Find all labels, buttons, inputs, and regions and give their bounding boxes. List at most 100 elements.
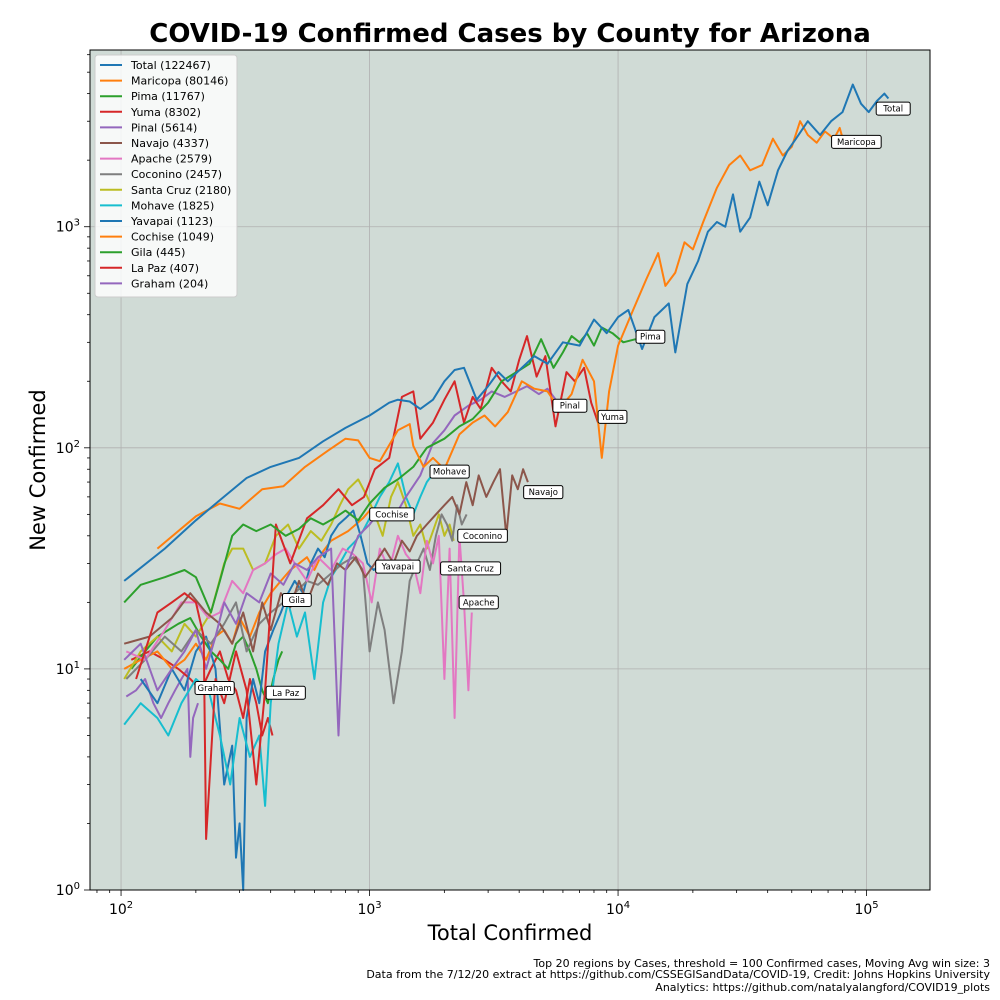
- y-tick-label: 101: [56, 660, 80, 678]
- series-line-graham: [125, 667, 199, 758]
- annotation-box: [552, 398, 588, 413]
- annotation-label: Cochise: [375, 510, 408, 520]
- legend-label: Apache (2579): [131, 153, 212, 166]
- series-line-coconino: [125, 504, 468, 705]
- x-tick-label: 102: [109, 900, 133, 918]
- annotation-label: Apache: [463, 598, 495, 608]
- series-line-apache: [125, 534, 473, 719]
- legend-label: Yuma (8302): [130, 106, 201, 119]
- annotation-la-paz: La Paz: [265, 685, 306, 700]
- legend-entry: Graham (204): [100, 277, 208, 290]
- legend-entry: Cochise (1049): [100, 231, 214, 244]
- annotation-navajo: Navajo: [523, 485, 564, 500]
- chart-title: COVID-19 Confirmed Cases by County for A…: [149, 19, 871, 49]
- annotation-maricopa: Maricopa: [831, 134, 882, 149]
- y-tick-label: 102: [56, 439, 80, 457]
- x-tick-label: 103: [357, 900, 381, 918]
- annotation-label: Yavapai: [381, 563, 414, 573]
- x-tick-label: 104: [606, 900, 630, 918]
- annotation-label: Mohave: [433, 468, 466, 478]
- x-tick-label: 105: [854, 900, 878, 918]
- y-axis-label: New Confirmed: [26, 389, 50, 551]
- legend-label: Gila (445): [131, 246, 185, 259]
- legend-entry: Yavapai (1123): [100, 215, 213, 228]
- annotation-label: Santa Cruz: [447, 564, 494, 574]
- legend-box: [94, 54, 238, 298]
- annotation-box: [369, 507, 415, 522]
- legend-entry: Coconino (2457): [100, 168, 222, 181]
- annotation-graham: Graham: [194, 680, 235, 695]
- legend-label: Pima (11767): [131, 90, 205, 103]
- legend-label: La Paz (407): [131, 262, 199, 275]
- legend-label: Graham (204): [131, 277, 208, 290]
- annotation-coconino: Coconino: [457, 528, 508, 543]
- annotation-box: [523, 485, 564, 500]
- annotation-yuma: Yuma: [597, 409, 628, 424]
- series-line-gila: [130, 617, 284, 705]
- annotation-label: Gila: [289, 596, 306, 606]
- annotation-pinal: Pinal: [552, 398, 588, 413]
- legend-entry: Pima (11767): [100, 90, 205, 103]
- annotation-box: [375, 559, 421, 574]
- legend-label: Yavapai (1123): [130, 215, 213, 228]
- legend-entry: Maricopa (80146): [100, 75, 228, 88]
- annotation-total: Total: [875, 101, 911, 116]
- series-lines: [123, 83, 890, 891]
- annotation-box: [457, 528, 508, 543]
- legend-entry: Santa Cruz (2180): [100, 184, 231, 197]
- legend-label: Pinal (5614): [131, 121, 197, 134]
- annotation-apache: Apache: [458, 595, 499, 610]
- legend-entry: Apache (2579): [100, 153, 212, 166]
- series-annotations: Total Maricopa Pima Yuma Pinal Navajo Apache Co…: [194, 101, 911, 700]
- x-axis-label: Total Confirmed: [427, 921, 593, 945]
- legend-entry: Pinal (5614): [100, 121, 197, 134]
- series-line-pinal: [123, 385, 557, 737]
- legend-label: Maricopa (80146): [131, 75, 228, 88]
- footnote-line: Analytics: https://github.com/natalyalan…: [655, 981, 990, 994]
- annotation-box: [440, 561, 502, 576]
- legend-label: Navajo (4337): [131, 137, 209, 150]
- annotation-box: [875, 101, 911, 116]
- annotation-label: Total: [882, 105, 903, 115]
- annotation-yavapai: Yavapai: [375, 559, 421, 574]
- legend-label: Total (122467): [130, 59, 211, 72]
- legend-entry: Yuma (8302): [100, 106, 201, 119]
- legend-label: Santa Cruz (2180): [131, 184, 231, 197]
- y-tick-label: 100: [56, 881, 80, 899]
- series-line-pima: [123, 326, 636, 614]
- legend-label: Coconino (2457): [131, 168, 222, 181]
- annotation-label: Pima: [640, 333, 661, 343]
- annotation-box: [265, 685, 306, 700]
- annotation-label: Navajo: [529, 488, 558, 498]
- annotation-box: [831, 134, 882, 149]
- annotation-santa-cruz: Santa Cruz: [440, 561, 502, 576]
- annotation-box: [458, 595, 499, 610]
- series-line-navajo: [123, 468, 529, 653]
- annotation-box: [635, 329, 666, 344]
- annotation-box: [281, 592, 312, 607]
- legend-entry: Total (122467): [100, 59, 211, 72]
- series-line-total: [123, 83, 890, 582]
- annotation-gila: Gila: [281, 592, 312, 607]
- annotation-label: Pinal: [560, 402, 580, 412]
- legend-label: Mohave (1825): [131, 199, 214, 212]
- axis-ticks: 102 103 104 105 100 101 102 103: [56, 54, 879, 918]
- annotation-cochise: Cochise: [369, 507, 415, 522]
- annotation-box: [597, 409, 628, 424]
- y-tick-label: 103: [56, 218, 80, 236]
- annotation-box: [194, 680, 235, 695]
- plot-frame: [89, 49, 931, 891]
- footnote-line: Data from the 7/12/20 extract at https:/…: [366, 968, 990, 981]
- annotation-mohave: Mohave: [429, 464, 470, 479]
- annotation-label: Graham: [198, 684, 232, 694]
- series-line-maricopa: [156, 120, 844, 550]
- footnote-line: Top 20 regions by Cases, threshold = 100…: [533, 957, 990, 970]
- series-line-santa-cruz: [123, 478, 455, 680]
- legend-entry: Mohave (1825): [100, 199, 214, 212]
- annotation-label: Maricopa: [837, 138, 876, 148]
- annotation-label: La Paz: [272, 689, 300, 699]
- legend-label: Cochise (1049): [131, 231, 214, 244]
- annotation-pima: Pima: [635, 329, 666, 344]
